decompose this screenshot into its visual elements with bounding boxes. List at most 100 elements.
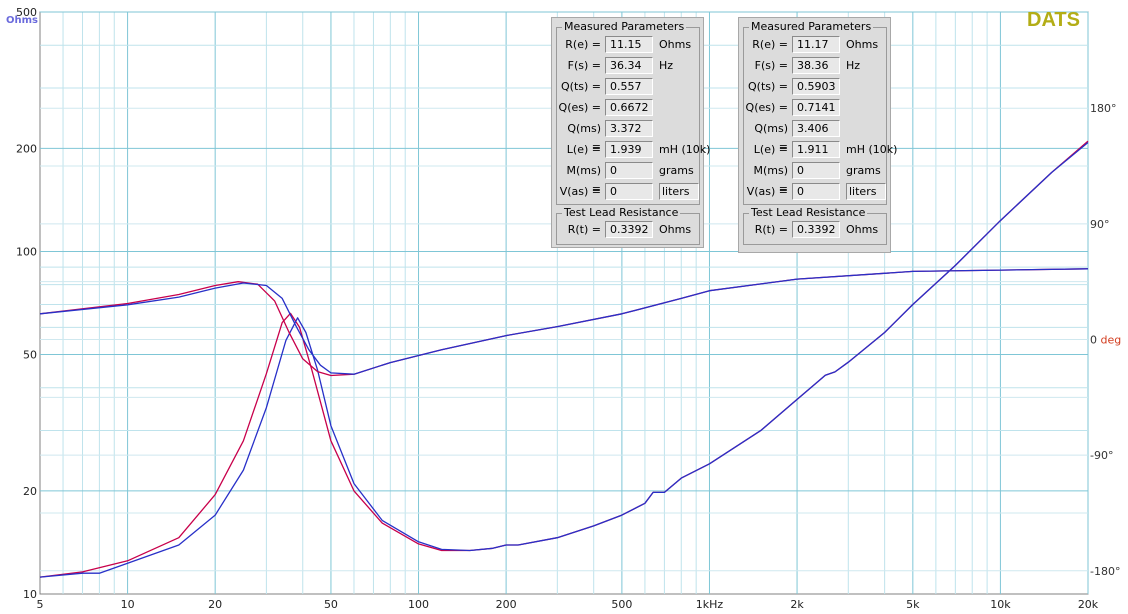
parameter-value-field: 11.15 (605, 36, 653, 53)
dats-logo: DATS (1027, 9, 1080, 31)
x-tick-label: 500 (611, 598, 632, 611)
parameter-row: M(ms) = 0 grams (557, 162, 697, 195)
parameter-row: V(as) = 0 liters (557, 183, 699, 201)
lead-label: R(t) = (567, 223, 601, 236)
x-tick-label: 10 (121, 598, 135, 611)
x-tick-label: 20 (208, 598, 222, 611)
y-tick-label: 500 (16, 6, 37, 19)
curves (39, 140, 1089, 578)
phase-curve-blue (39, 268, 1089, 375)
parameter-row: Q(ts) = 0.5903 (744, 78, 884, 96)
parameter-label: L(e) = (566, 143, 601, 156)
x-tick-label: 10k (990, 598, 1011, 611)
measured-parameters-panel-2: Measured Parameters R(e) = 11.17 Ohms F(s) … (738, 17, 897, 253)
test-lead-group: Test Lead Resistance R(t) = 0.3392 Ohms (743, 206, 887, 245)
parameter-label: Q(es) = (558, 101, 601, 114)
parameter-row: Q(es) = 0.6672 (557, 99, 697, 117)
test-lead-group: Test Lead Resistance R(t) = 0.3392 Ohms (556, 206, 700, 245)
lead-resistance-row: R(t) = 0.3392 Ohms (744, 221, 884, 239)
group-title: Measured Parameters (749, 20, 874, 34)
parameter-unit: Ohms (846, 38, 879, 51)
lead-label: R(t) = (754, 223, 788, 236)
impedance-curve-blue (39, 141, 1089, 578)
parameter-value-field: 3.372 (605, 120, 653, 137)
parameter-label: R(e) = (752, 38, 788, 51)
y-tick-label: 10 (23, 588, 37, 601)
measured-parameters-panel-1: Measured Parameters R(e) = 11.15 Ohms F(s) … (551, 17, 710, 248)
parameter-value-field: 0 (605, 162, 653, 179)
x-tick-label: 5k (906, 598, 920, 611)
parameter-unit: liters (659, 183, 699, 200)
lead-unit: Ohms (659, 223, 692, 236)
phase-axis-unit: deg (1101, 334, 1122, 347)
parameter-value-field: 0 (792, 162, 840, 179)
parameter-label: M(ms) = (753, 164, 788, 195)
phase-tick-label: 90° (1090, 218, 1110, 231)
parameter-row: L(e) = 1.911 mH (10k) (744, 141, 897, 159)
parameter-label: Q(ts) = (748, 80, 788, 93)
parameter-label: V(as) = (746, 185, 788, 198)
parameter-value-field: 1.939 (605, 141, 653, 158)
parameter-label: F(s) = (754, 59, 788, 72)
x-tick-label: 20k (1078, 598, 1099, 611)
x-tick-label: 5 (37, 598, 44, 611)
parameter-row: Q(ms) = 3.372 (557, 120, 697, 153)
parameter-row: R(e) = 11.15 Ohms (557, 36, 697, 54)
lead-resistance-row: R(t) = 0.3392 Ohms (557, 221, 697, 239)
parameter-row: M(ms) = 0 grams (744, 162, 884, 195)
x-tick-label: 1kHz (696, 598, 724, 611)
y-tick-label: 20 (23, 485, 37, 498)
parameter-label: Q(ts) = (561, 80, 601, 93)
phase-tick-label: 0 deg (1090, 334, 1121, 347)
parameter-unit: mH (10k) (846, 143, 898, 156)
parameter-row: F(s) = 36.34 Hz (557, 57, 697, 75)
phase-tick-label: -180° (1090, 565, 1120, 578)
parameter-label: F(s) = (567, 59, 601, 72)
lead-unit: Ohms (846, 223, 879, 236)
parameter-value-field: 1.911 (792, 141, 840, 158)
parameter-value-field: 0 (792, 183, 840, 200)
measured-parameters-group: Measured Parameters R(e) = 11.15 Ohms F(s) … (556, 20, 710, 205)
x-tick-label: 100 (408, 598, 429, 611)
y-tick-label: 200 (16, 142, 37, 155)
phase-tick-label: 180° (1090, 102, 1117, 115)
parameter-label: M(ms) = (566, 164, 601, 195)
parameter-label: R(e) = (565, 38, 601, 51)
parameter-value-field: 0.7141 (792, 99, 840, 116)
lead-value: 0.3392 (605, 221, 653, 238)
group-title: Test Lead Resistance (749, 206, 868, 220)
parameter-unit: Hz (659, 59, 674, 72)
phase-tick-label: -90° (1090, 449, 1113, 462)
parameter-value-field: 0.6672 (605, 99, 653, 116)
y-tick-label: 100 (16, 245, 37, 258)
axes: 5 10 20 50 100 200 500 1kHz 2k 5k 10k 20k1020501002… (16, 6, 1121, 611)
parameter-row: Q(ms) = 3.406 (744, 120, 884, 153)
group-title: Test Lead Resistance (562, 206, 681, 220)
x-tick-label: 2k (790, 598, 804, 611)
parameter-unit: grams (659, 164, 694, 177)
x-tick-label: 50 (324, 598, 338, 611)
y-tick-label: 50 (23, 349, 37, 362)
parameter-unit: Ohms (659, 38, 692, 51)
parameter-label: L(e) = (753, 143, 788, 156)
group-title: Measured Parameters (562, 20, 687, 34)
parameter-row: R(e) = 11.17 Ohms (744, 36, 884, 54)
parameter-label: V(as) = (559, 185, 601, 198)
parameter-value-field: 3.406 (792, 120, 840, 137)
y-axis-unit-label: Ohms (6, 15, 38, 26)
parameter-row: F(s) = 38.36 Hz (744, 57, 884, 75)
parameter-label: Q(ms) = (754, 122, 788, 153)
parameter-row: Q(es) = 0.7141 (744, 99, 884, 117)
x-tick-label: 200 (496, 598, 517, 611)
parameter-row: L(e) = 1.939 mH (10k) (557, 141, 710, 159)
parameter-value-field: 0.5903 (792, 78, 840, 95)
parameter-unit: grams (846, 164, 881, 177)
measured-parameters-group: Measured Parameters R(e) = 11.17 Ohms F(s) … (743, 20, 897, 205)
parameter-value-field: 38.36 (792, 57, 840, 74)
parameter-unit: mH (10k) (659, 143, 711, 156)
parameter-value-field: 0.557 (605, 78, 653, 95)
parameter-row: Q(ts) = 0.557 (557, 78, 697, 96)
parameter-unit: Hz (846, 59, 861, 72)
parameter-value-field: 0 (605, 183, 653, 200)
parameter-row: V(as) = 0 liters (744, 183, 886, 201)
